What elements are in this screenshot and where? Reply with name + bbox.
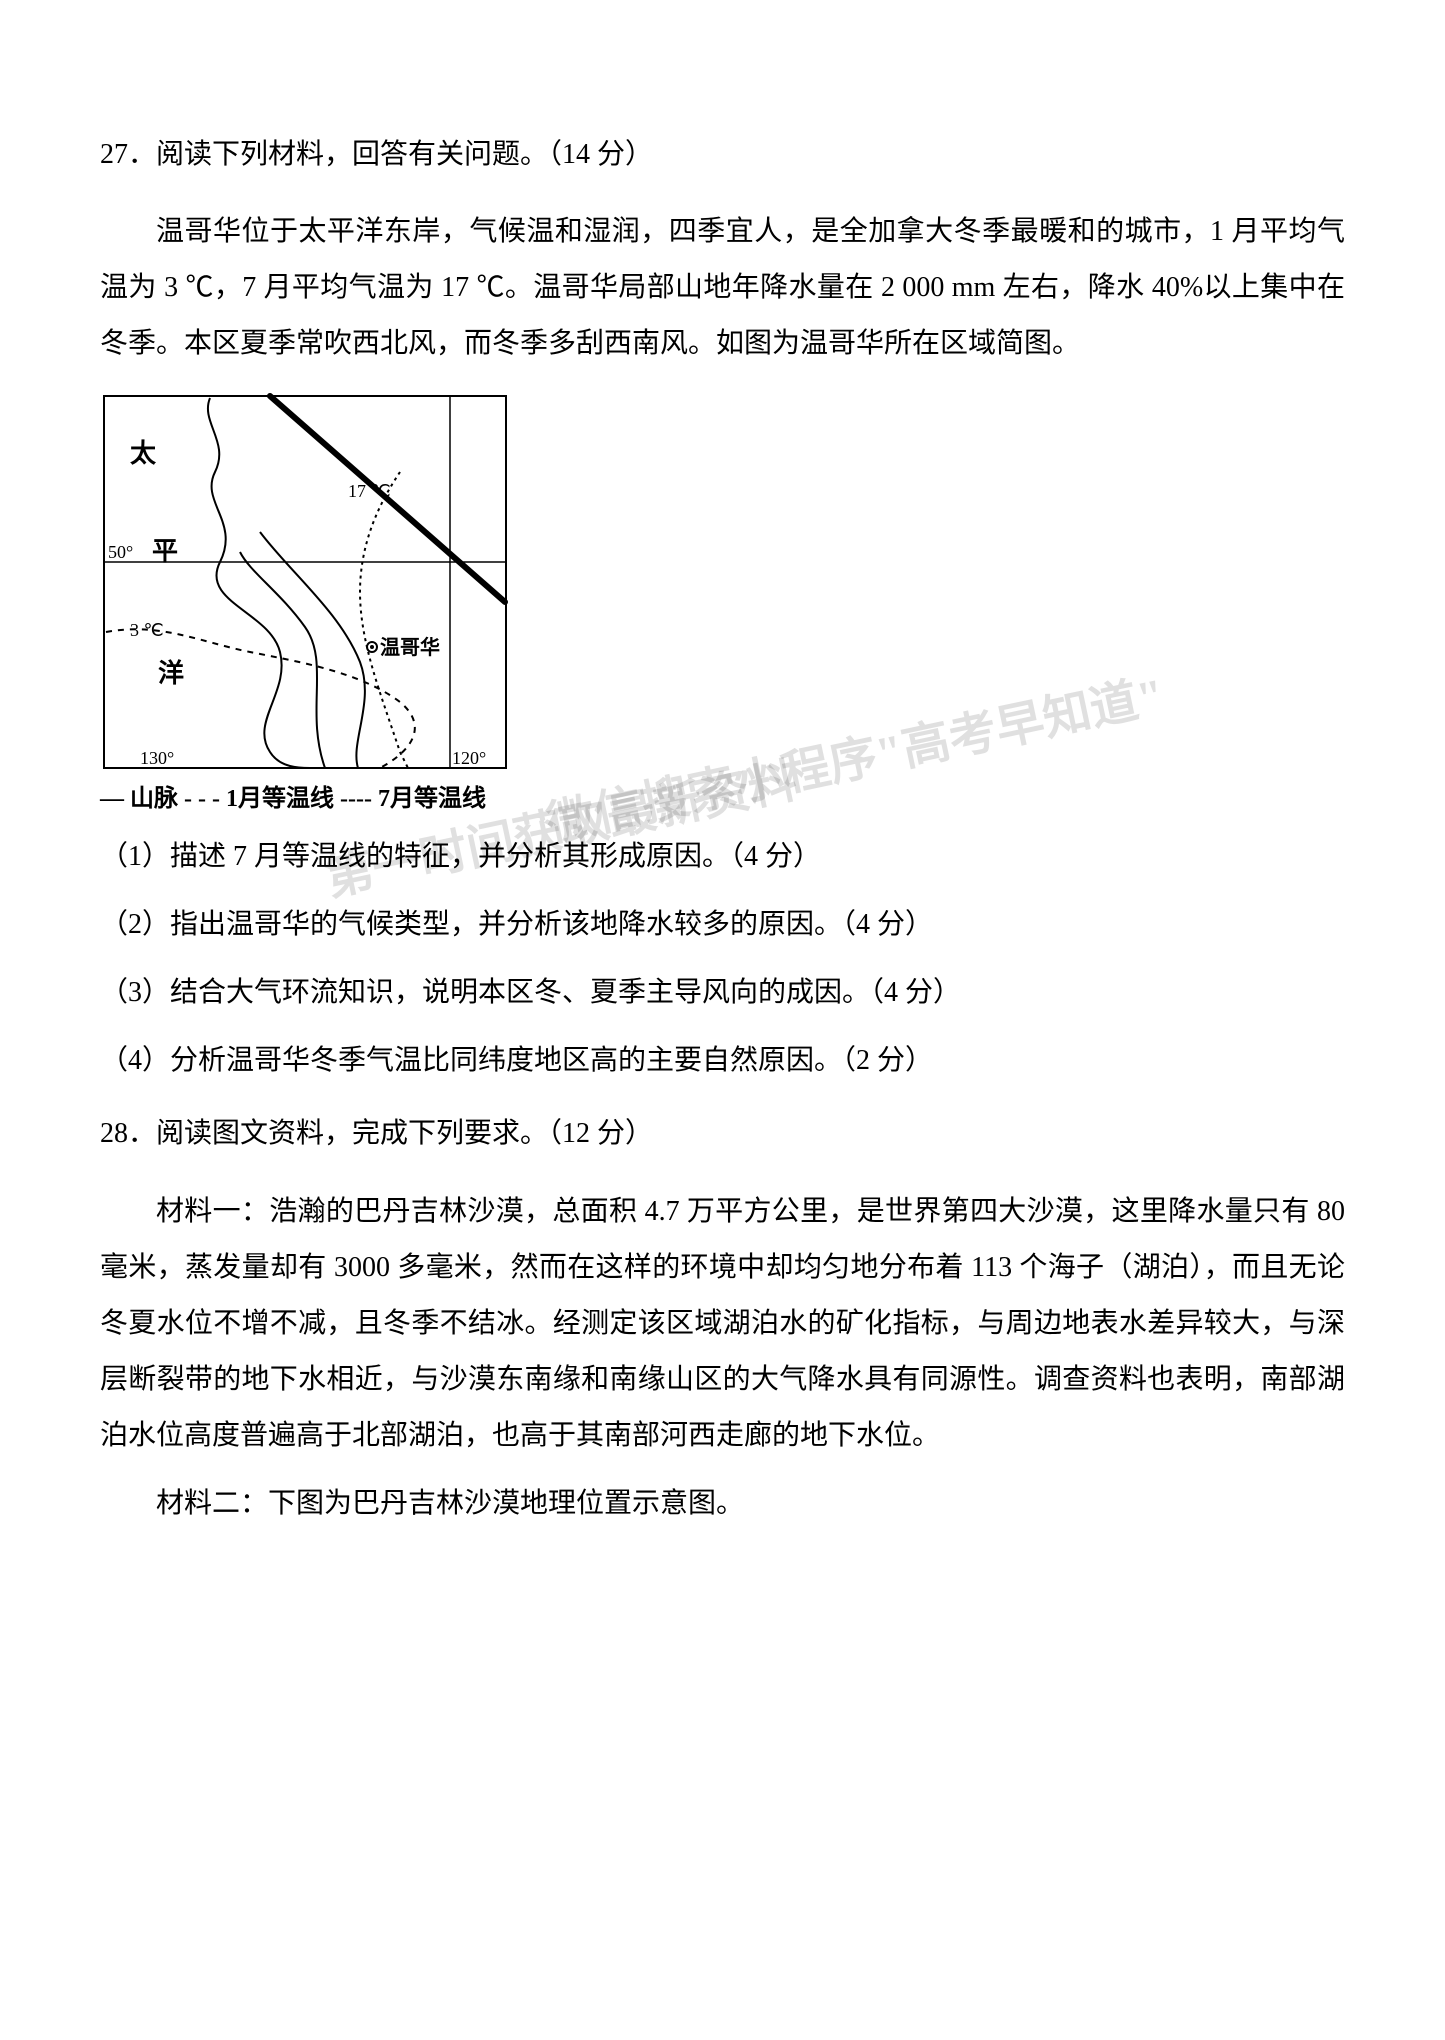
q27-sub1: （1）描述 7 月等温线的特征，并分析其形成原因。（4 分）	[100, 829, 1345, 885]
svg-text:120°: 120°	[452, 748, 486, 768]
q27-heading: 27．阅读下列材料，回答有关问题。（14 分）	[100, 130, 1345, 180]
svg-text:130°: 130°	[140, 748, 174, 768]
svg-text:洋: 洋	[158, 658, 184, 688]
q28-heading: 28．阅读图文资料，完成下列要求。（12 分）	[100, 1109, 1345, 1159]
q28-material2: 材料二：下图为巴丹吉林沙漠地理位置示意图。	[100, 1476, 1345, 1532]
q27-sub3: （3）结合大气环流知识，说明本区冬、夏季主导风向的成因。（4 分）	[100, 965, 1345, 1021]
q27-intro: 温哥华位于太平洋东岸，气候温和湿润，四季宜人，是全加拿大冬季最暖和的城市，1 月…	[100, 204, 1345, 372]
q27-sub4: （4）分析温哥华冬季气温比同纬度地区高的主要自然原因。（2 分）	[100, 1033, 1345, 1089]
q27-sub2: （2）指出温哥华的气候类型，并分析该地降水较多的原因。（4 分）	[100, 897, 1345, 953]
map-legend: — 山脉 - - - 1月等温线 ---- 7月等温线	[100, 778, 510, 813]
svg-text:太: 太	[130, 439, 157, 468]
svg-text:3 ℃: 3 ℃	[130, 620, 164, 640]
svg-text:平: 平	[152, 537, 178, 566]
watermark-1: 微信搜索小程序"高考早知道"	[540, 655, 1170, 854]
map-svg: 太平洋 50° 3 ℃ 17 ℃ 温哥华 130° 120°	[100, 392, 510, 772]
svg-text:温哥华: 温哥华	[380, 635, 440, 659]
svg-text:17 ℃: 17 ℃	[348, 481, 391, 501]
svg-text:50°: 50°	[108, 542, 133, 562]
map-figure: 太平洋 50° 3 ℃ 17 ℃ 温哥华 130° 120° — 山脉 - - - 1月等温…	[100, 392, 510, 813]
q28-material1: 材料一：浩瀚的巴丹吉林沙漠，总面积 4.7 万平方公里，是世界第四大沙漠，这里降…	[100, 1184, 1345, 1464]
